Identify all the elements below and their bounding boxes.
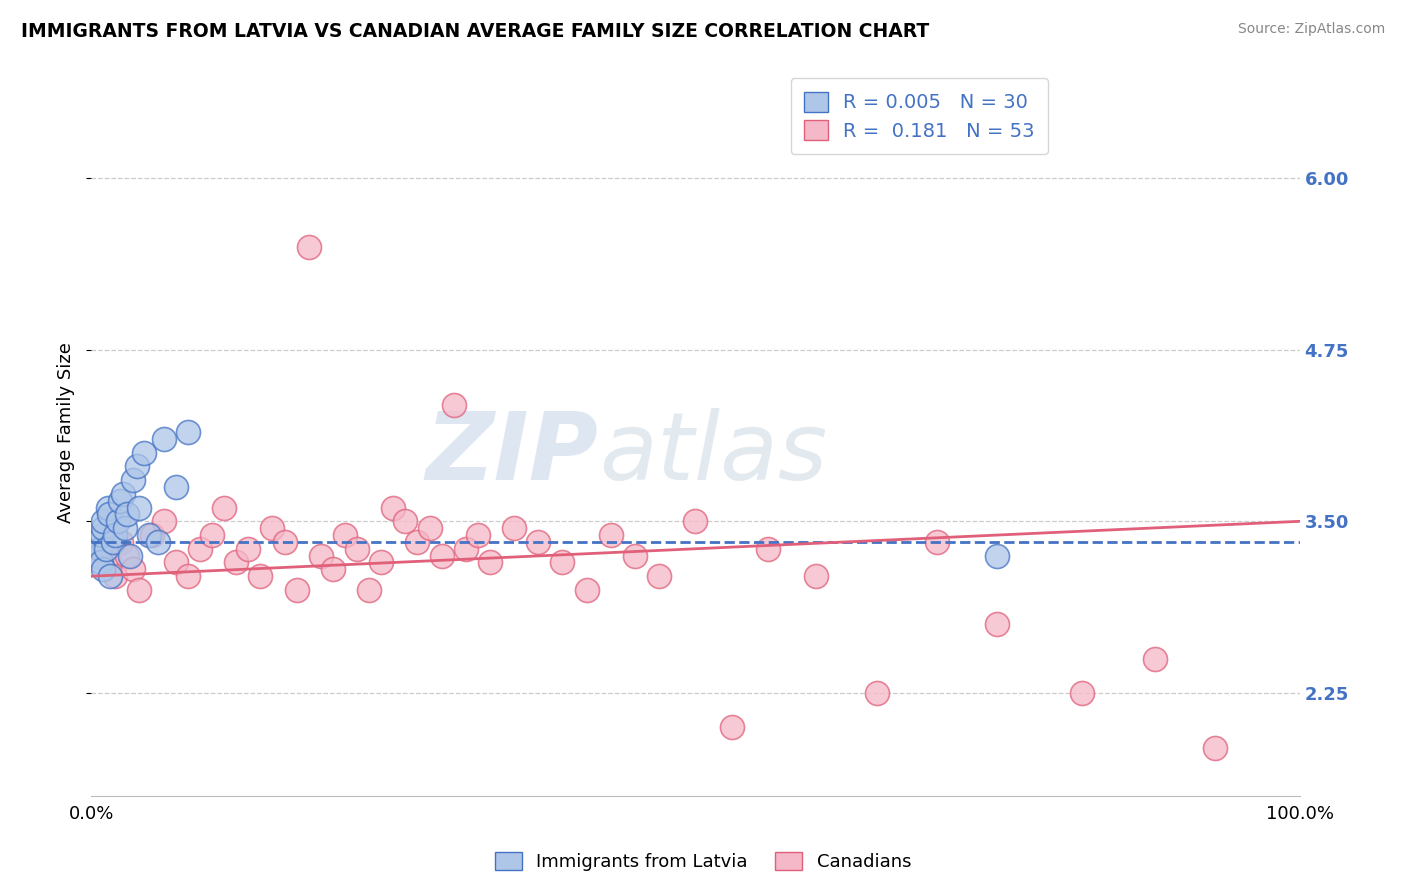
Point (624, 549, 647, 563)
Point (97, 500, 120, 515)
Point (551, 556, 574, 570)
Point (478, 556, 501, 570)
Point (1204, 740, 1226, 755)
Point (122, 562, 145, 576)
Point (1143, 651, 1166, 665)
Point (98, 508, 121, 522)
Point (91, 521, 114, 535)
Point (104, 569, 127, 583)
Point (152, 514, 174, 528)
Point (107, 514, 129, 528)
Point (134, 446, 156, 460)
Point (527, 535, 550, 549)
Point (104, 528, 127, 542)
Point (165, 480, 187, 494)
Point (359, 582, 381, 597)
Point (756, 541, 779, 556)
Point (418, 521, 440, 535)
Point (225, 556, 247, 570)
Point (177, 425, 200, 439)
Point (720, 720, 742, 734)
Point (111, 487, 134, 501)
Point (986, 549, 1008, 563)
Point (575, 582, 598, 597)
Point (98, 556, 121, 570)
Point (865, 686, 887, 700)
Point (128, 582, 150, 597)
Point (346, 541, 368, 556)
Y-axis label: Average Family Size: Average Family Size (58, 342, 75, 523)
Point (118, 549, 141, 563)
Point (238, 541, 260, 556)
Point (322, 562, 344, 576)
Point (90, 556, 112, 570)
Point (599, 528, 621, 542)
Point (91, 528, 114, 542)
Point (285, 582, 308, 597)
Point (117, 508, 139, 522)
Point (122, 473, 145, 487)
Legend: R = 0.005   N = 30, R =  0.181   N = 53: R = 0.005 N = 30, R = 0.181 N = 53 (790, 78, 1049, 154)
Point (685, 514, 707, 528)
Point (503, 521, 526, 535)
Point (309, 549, 332, 563)
Point (201, 528, 224, 542)
Point (165, 556, 187, 570)
Point (333, 528, 356, 542)
Point (177, 569, 200, 583)
Text: Source: ZipAtlas.com: Source: ZipAtlas.com (1237, 22, 1385, 37)
Point (249, 569, 271, 583)
Point (152, 432, 174, 446)
Point (108, 493, 131, 508)
Point (262, 521, 284, 535)
Point (443, 398, 465, 412)
Text: IMMIGRANTS FROM LATVIA VS CANADIAN AVERAGE FAMILY SIZE CORRELATION CHART: IMMIGRANTS FROM LATVIA VS CANADIAN AVERA… (21, 22, 929, 41)
Point (100, 569, 122, 583)
Point (382, 500, 405, 515)
Text: atlas: atlas (599, 409, 827, 500)
Point (188, 541, 211, 556)
Point (298, 240, 321, 254)
Point (86, 535, 108, 549)
Point (1071, 686, 1094, 700)
Point (87, 549, 110, 563)
Point (138, 528, 160, 542)
Point (273, 535, 295, 549)
Point (370, 556, 392, 570)
Point (212, 500, 235, 515)
Text: ZIP: ZIP (426, 408, 599, 500)
Point (114, 521, 136, 535)
Point (406, 535, 429, 549)
Point (467, 528, 489, 542)
Point (91, 541, 114, 556)
Point (454, 541, 477, 556)
Point (986, 617, 1008, 632)
Point (141, 528, 163, 542)
Point (101, 535, 124, 549)
Point (125, 459, 148, 474)
Point (806, 569, 828, 583)
Point (925, 535, 948, 549)
Point (110, 535, 132, 549)
Point (89, 541, 111, 556)
Point (146, 535, 169, 549)
Point (648, 569, 671, 583)
Point (128, 500, 150, 515)
Point (91, 514, 114, 528)
Point (394, 514, 416, 528)
Point (91, 562, 114, 576)
Point (117, 549, 139, 563)
Legend: Immigrants from Latvia, Canadians: Immigrants from Latvia, Canadians (488, 845, 918, 879)
Point (94, 541, 117, 556)
Point (430, 549, 453, 563)
